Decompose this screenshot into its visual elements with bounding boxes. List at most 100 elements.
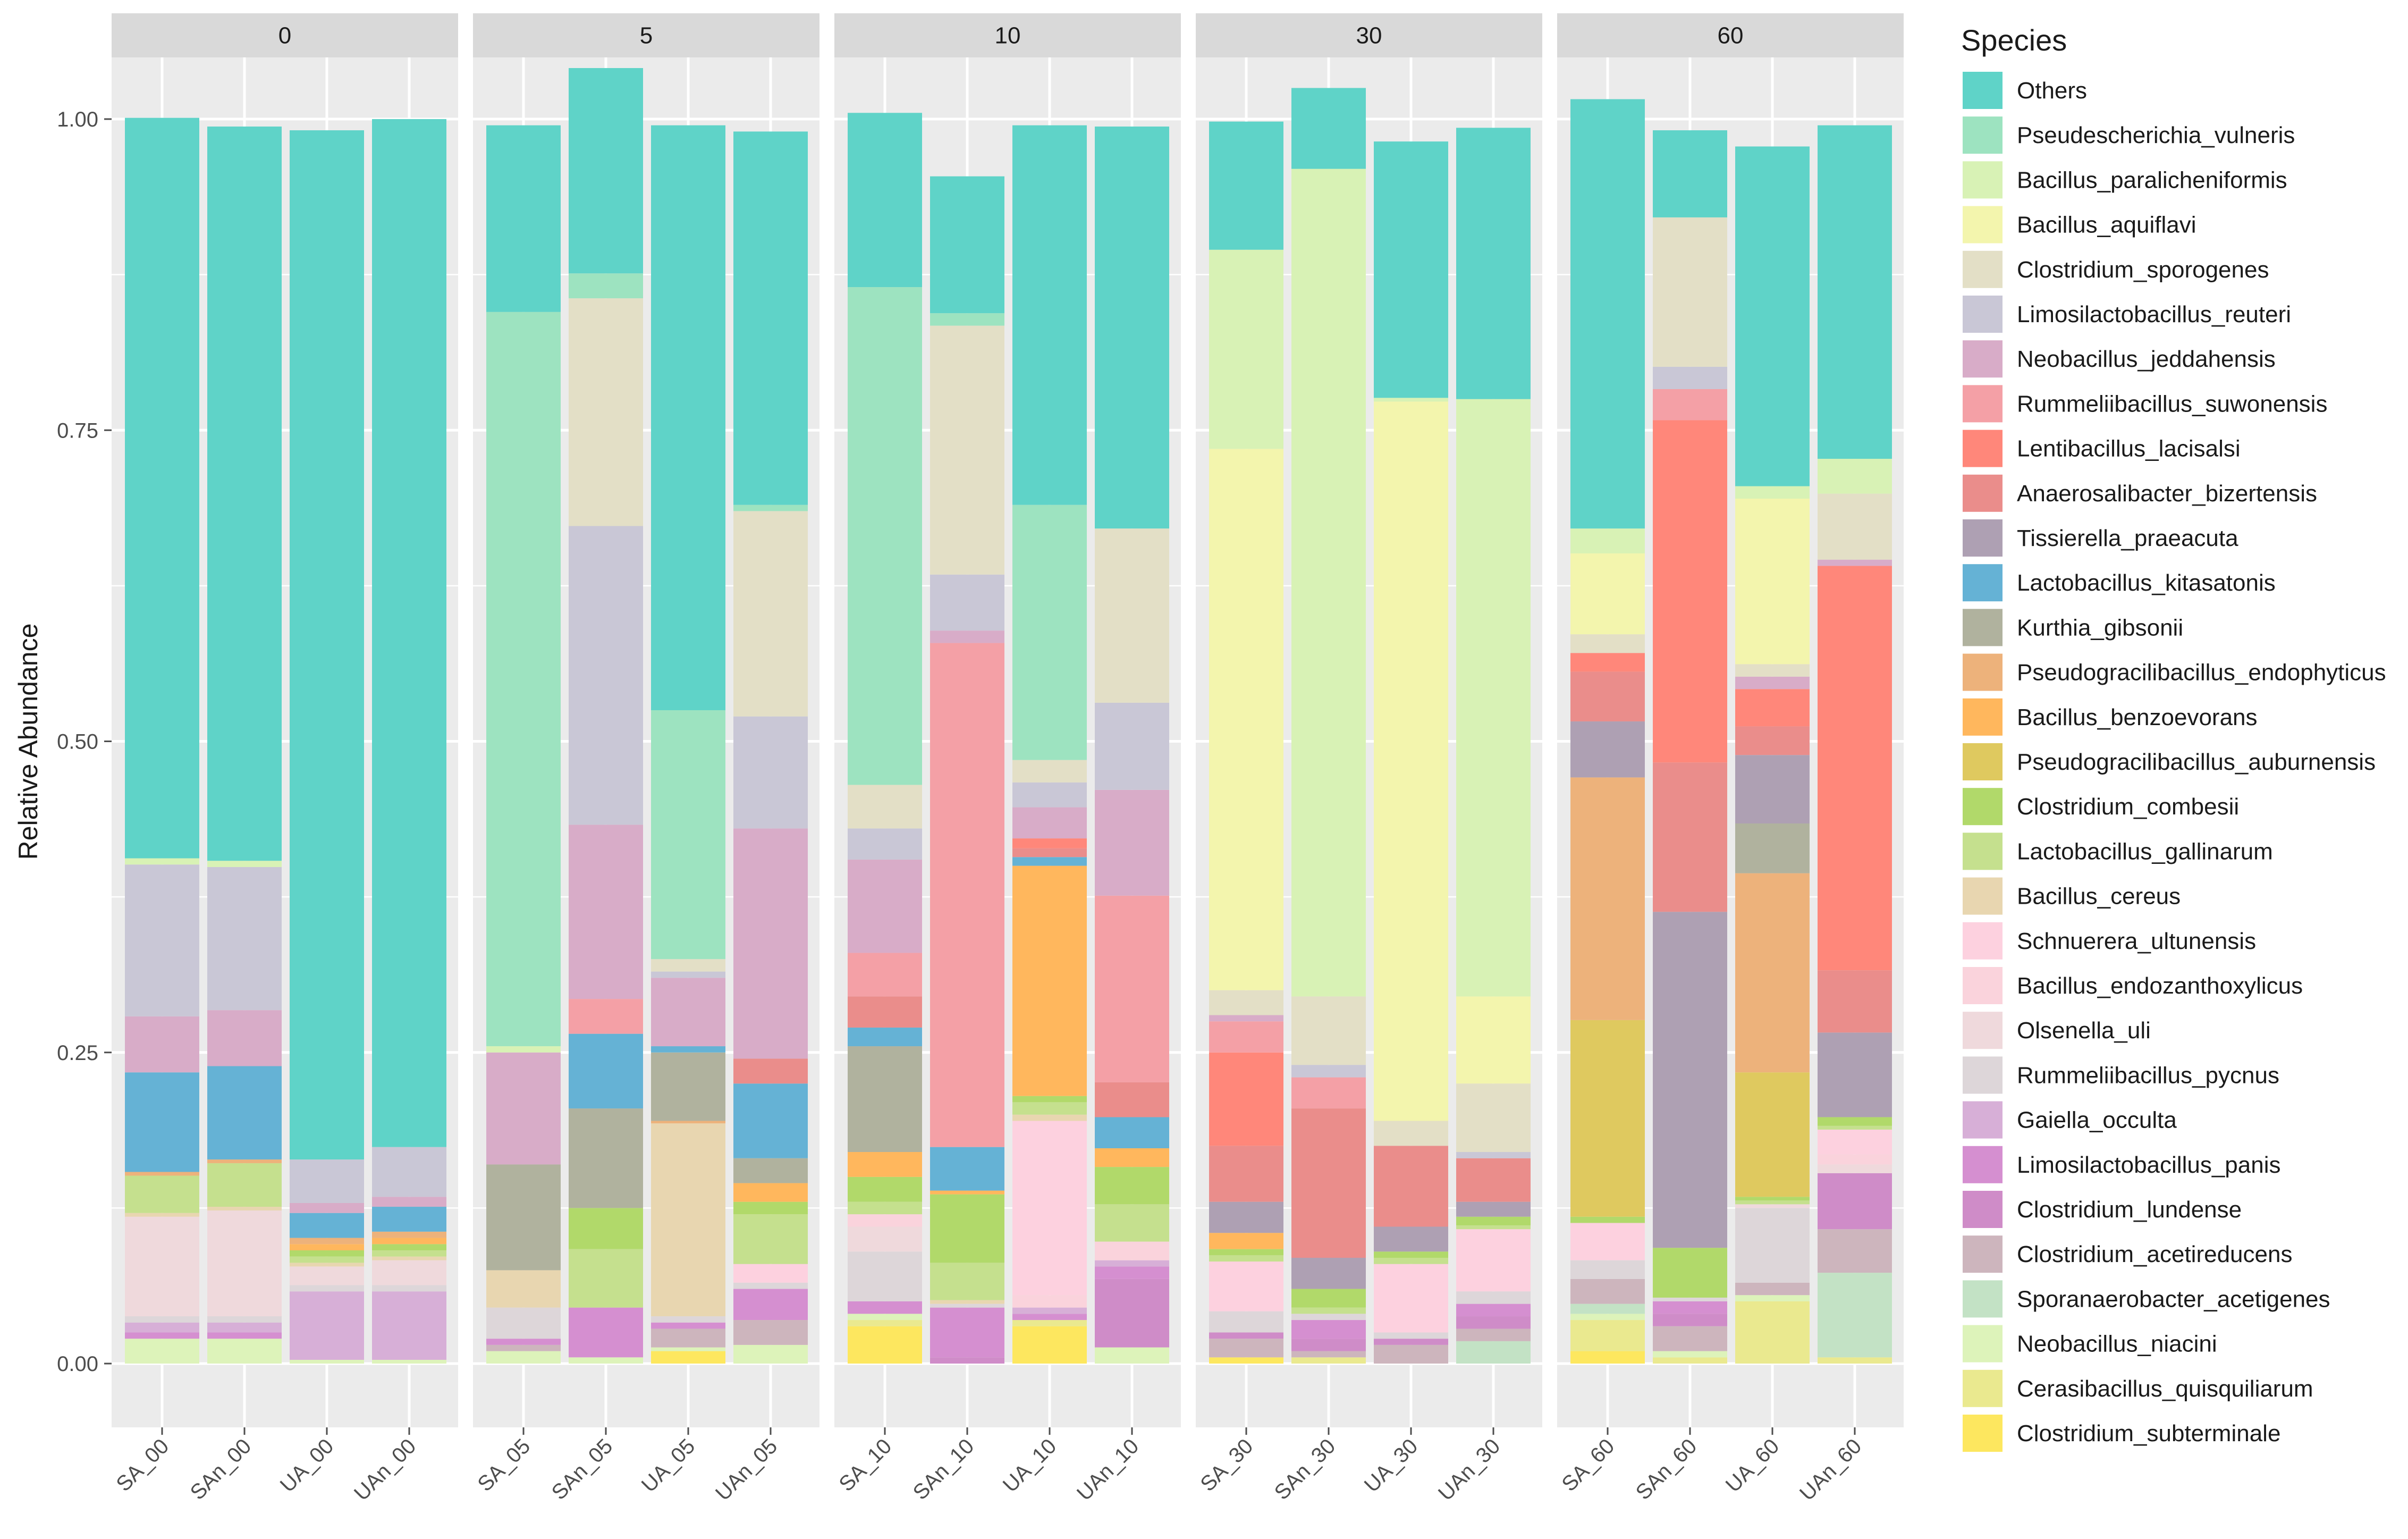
bar-segment [1291,1320,1366,1339]
bar-segment [1456,1216,1531,1226]
legend-item: Kurthia_gibsonii [1963,609,2183,646]
bar-segment [930,643,1004,1147]
bar-segment [125,1316,199,1323]
bar-SAn_00 [207,127,282,1364]
bar-segment [1818,1117,1892,1126]
bar-segment [1291,1357,1366,1364]
legend-label: Tissierella_praeacuta [2017,525,2238,551]
bar-segment [1012,807,1087,839]
bar-segment [1095,789,1169,896]
bar-segment [848,1027,922,1047]
bar-segment [207,1322,282,1333]
legend-key [1963,1101,2003,1139]
bar-UAn_30 [1456,128,1531,1364]
bar-segment [486,1052,561,1165]
bar-UAn_60 [1818,125,1892,1364]
bar-segment [1374,1251,1448,1258]
legend-item: Anaerosalibacter_bizertensis [1963,474,2317,512]
bar-segment [372,1285,446,1292]
bar-segment [1209,1015,1283,1022]
bar-segment [848,113,922,288]
bar-segment [1095,1241,1169,1260]
x-tick-label: SA_05 [473,1434,535,1496]
bar-segment [1735,726,1810,755]
bar-segment [930,1307,1004,1358]
bar-segment [848,1201,922,1215]
bar-segment [1291,996,1366,1065]
bar-segment [733,1058,808,1084]
bar-segment [486,1046,561,1053]
bar-segment [372,1147,446,1197]
bar-segment [1735,823,1810,873]
legend-key [1963,474,2003,512]
legend-key [1963,1012,2003,1049]
x-tick-label: SA_30 [1196,1434,1257,1496]
bar-UAn_05 [733,131,808,1364]
bar-segment [651,1121,725,1124]
bar-segment [207,861,282,867]
bar-segment [1095,127,1169,529]
bar-segment [848,1046,922,1153]
bar-segment [1818,1229,1892,1273]
bar-segment [1209,1201,1283,1233]
bar-segment [1291,1307,1366,1314]
bar-segment [1095,1148,1169,1167]
bar-segment [733,1289,808,1321]
bar-segment [486,1164,561,1271]
bar-segment [207,1159,282,1164]
bar-segment [1653,1357,1727,1364]
bar-segment [1012,1102,1087,1115]
legend-key [1963,385,2003,423]
bar-SA_10 [848,113,922,1364]
bar-segment [1012,1114,1087,1121]
bar-segment [1818,1173,1892,1230]
bar-segment [569,1357,643,1364]
bar-segment [1374,1332,1448,1339]
bar-segment [1209,990,1283,1015]
legend-item: Clostridium_subterminale [1963,1415,2280,1452]
x-tick-label: UAn_00 [350,1434,420,1505]
facet-strip [834,13,1181,57]
bar-segment [1653,1248,1727,1298]
bar-segment [1374,1264,1448,1333]
legend-key [1963,1191,2003,1228]
legend-label: Limosilactobacillus_panis [2017,1152,2280,1178]
bar-SAn_60 [1653,130,1727,1364]
legend-label: Clostridium_sporogenes [2017,257,2269,283]
legend-label: Pseudogracilibacillus_auburnensis [2017,749,2376,775]
bar-segment [1653,420,1727,763]
bar-segment [848,996,922,1028]
legend-label: Rummeliibacillus_pycnus [2017,1062,2279,1088]
bar-segment [372,1291,446,1360]
legend-item: Bacillus_paralicheniformis [1963,161,2287,199]
legend-key [1963,1280,2003,1318]
bar-segment [1456,1291,1531,1304]
x-tick-label: SAn_60 [1632,1434,1702,1504]
bar-segment [651,1351,725,1364]
bar-segment [1456,1328,1531,1341]
legend-item: Neobacillus_niacini [1963,1325,2217,1363]
bar-segment [733,504,808,511]
bar-segment [848,1314,922,1321]
bar-segment [848,1326,922,1364]
bar-segment [1012,125,1087,505]
bar-segment [1570,1314,1645,1321]
x-tick-label: SA_60 [1557,1434,1619,1496]
bar-segment [1653,1314,1727,1326]
bar-segment [733,1282,808,1289]
bar-segment [848,828,922,860]
bar-UAn_00 [372,119,446,1364]
bar-segment [372,1244,446,1250]
bar-segment [1095,1167,1169,1205]
bar-segment [733,1183,808,1202]
bar-segment [1653,217,1727,367]
bar-segment [486,1344,561,1351]
bar-segment [1012,1295,1087,1308]
bar-segment [1735,146,1810,486]
bar-segment [372,1207,446,1232]
bar-segment [733,1083,808,1158]
bar-segment [1209,1021,1283,1053]
bar-segment [1570,671,1645,722]
y-axis-title: Relative Abundance [13,624,43,860]
